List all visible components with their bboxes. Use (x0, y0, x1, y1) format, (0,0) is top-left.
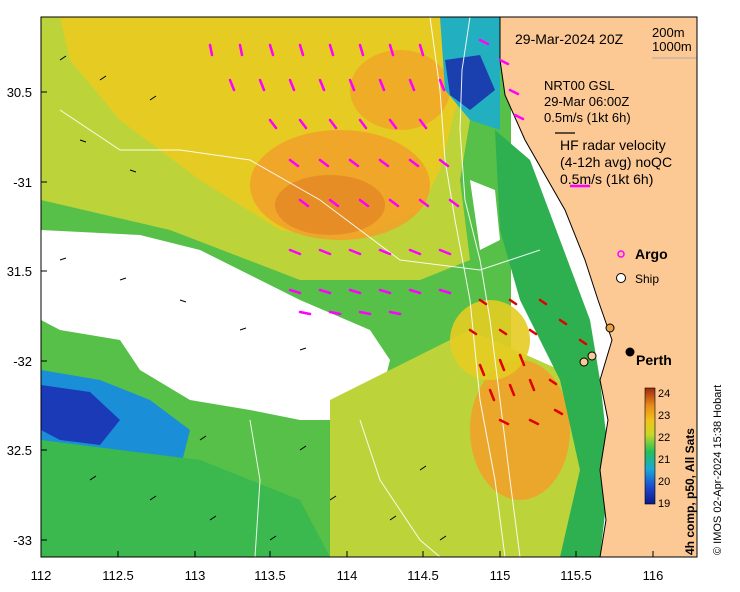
svg-text:115: 115 (490, 568, 511, 583)
ship-legend-label: Ship (635, 272, 659, 286)
isobath-200m: 200m (652, 25, 685, 40)
svg-text:21: 21 (658, 454, 670, 466)
colorbar-ticks: 24 23 22 21 20 19 (658, 388, 670, 510)
svg-text:114: 114 (337, 568, 358, 583)
svg-text:-32: -32 (13, 354, 32, 369)
svg-text:31.5: 31.5 (7, 264, 32, 279)
svg-text:24: 24 (658, 388, 670, 400)
axis-tick-marks (40, 91, 654, 557)
svg-text:112.5: 112.5 (102, 568, 134, 583)
svg-text:112: 112 (31, 568, 52, 583)
colorbar-label: 4h comp, p50, All Sats (683, 428, 697, 555)
hf-line3: 0.5m/s (1kt 6h) (560, 171, 653, 187)
gsl-vectors (208, 38, 525, 316)
date-label: 29-Mar-2024 20Z (515, 31, 624, 47)
gsl-line1: NRT00 GSL (544, 78, 615, 93)
svg-text:19: 19 (658, 498, 670, 510)
svg-text:30.5: 30.5 (7, 85, 32, 100)
x-axis-labels: 112 112.5 113 113.5 114 114.5 115 115.5 … (31, 568, 664, 583)
gsl-line3: 0.5m/s (1kt 6h) (544, 110, 631, 125)
svg-text:20: 20 (658, 476, 670, 488)
ship-legend-icon (616, 273, 626, 283)
perth-marker (625, 347, 635, 357)
gsl-line2: 29-Mar 06:00Z (544, 94, 629, 109)
svg-text:115.5: 115.5 (560, 568, 592, 583)
svg-text:-31: -31 (13, 175, 32, 190)
credit-label: © IMOS 02-Apr-2024 15:38 Hobart (712, 384, 724, 555)
argo-legend-icon (617, 250, 625, 258)
colorbar (644, 387, 656, 505)
argo-legend-label: Argo (635, 246, 668, 262)
svg-text:116: 116 (643, 568, 664, 583)
hf-radar-vectors (468, 298, 588, 426)
perth-label: Perth (636, 352, 672, 368)
svg-text:23: 23 (658, 410, 670, 422)
svg-text:-33: -33 (13, 533, 32, 548)
isobath-contours (59, 16, 541, 558)
background-vectors (59, 55, 447, 541)
y-axis-labels: 30.5 -31 31.5 -32 32.5 -33 (7, 85, 32, 548)
isobath-1000m: 1000m (652, 39, 692, 54)
hf-line2: (4-12h avg) noQC (560, 154, 672, 170)
svg-text:113: 113 (185, 568, 206, 583)
svg-text:114.5: 114.5 (407, 568, 439, 583)
svg-text:22: 22 (658, 432, 670, 444)
hf-line1: HF radar velocity (560, 137, 666, 153)
svg-text:32.5: 32.5 (7, 443, 32, 458)
svg-text:113.5: 113.5 (254, 568, 286, 583)
plot-frame (40, 16, 698, 558)
ship-markers (579, 323, 615, 367)
